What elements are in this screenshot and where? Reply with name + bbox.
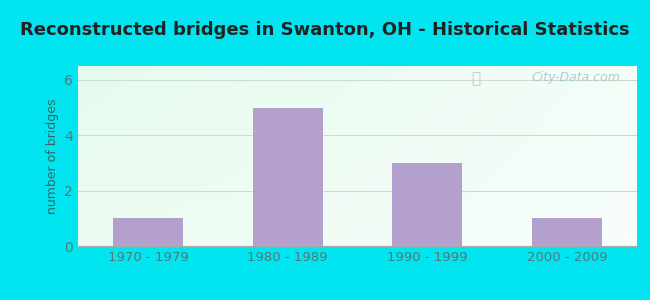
Text: ⓘ: ⓘ (471, 71, 480, 86)
Bar (113, 218, 183, 246)
Bar (532, 218, 602, 246)
Bar (393, 163, 462, 246)
Y-axis label: number of bridges: number of bridges (46, 98, 58, 214)
Bar (253, 107, 322, 246)
Text: Reconstructed bridges in Swanton, OH - Historical Statistics: Reconstructed bridges in Swanton, OH - H… (20, 21, 630, 39)
Text: City-Data.com: City-Data.com (531, 71, 620, 84)
